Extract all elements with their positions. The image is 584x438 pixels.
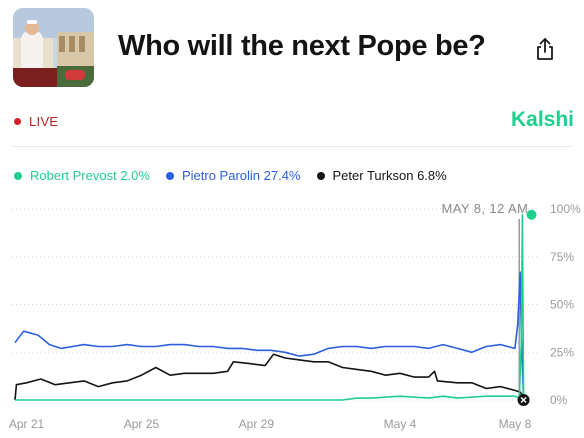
legend-value: 2.0% (120, 168, 150, 183)
hover-date-label: MAY 8, 12 AM (442, 201, 529, 216)
legend-item-turkson[interactable]: Peter Turkson 6.8% (316, 168, 447, 183)
kalshi-logo[interactable]: Kalshi (510, 108, 574, 131)
live-indicator: LIVE (14, 114, 58, 129)
price-chart[interactable]: 100% 75% 50% 25% 0% Apr 21 Apr 25 Apr 29 May 4 Ma… (0, 195, 584, 438)
y-tick-label: 75% (550, 250, 574, 264)
share-icon (537, 38, 553, 60)
live-dot (14, 118, 21, 125)
legend-item-prevost[interactable]: Robert Prevost 2.0% (14, 168, 150, 183)
legend-name: Peter Turkson (332, 168, 414, 183)
legend-item-parolin[interactable]: Pietro Parolin 27.4% (165, 168, 301, 183)
x-tick-label: Apr 29 (239, 417, 275, 431)
y-tick-label: 100% (550, 202, 581, 216)
series-line-pietro-parolin (14, 271, 525, 401)
y-tick-label: 0% (550, 393, 568, 407)
legend-value: 6.8% (417, 168, 447, 183)
x-tick-label: May 8 (499, 417, 532, 431)
section-divider (12, 146, 572, 147)
series-line-peter-turkson (14, 353, 525, 401)
market-title: Who will the next Pope be? (118, 30, 486, 62)
legend-dot (165, 171, 174, 180)
y-tick-label: 50% (550, 298, 574, 312)
pope-balcony-image (13, 8, 94, 87)
x-tick-label: Apr 21 (9, 417, 45, 431)
x-tick-label: Apr 25 (124, 417, 160, 431)
legend-name: Robert Prevost (30, 168, 117, 183)
legend-value: 27.4% (263, 168, 301, 183)
live-label: LIVE (29, 114, 59, 129)
latest-point-marker (526, 209, 537, 220)
event-thumbnail (13, 8, 94, 87)
y-tick-label: 25% (550, 345, 574, 359)
chart-legend: Robert Prevost 2.0% Pietro Parolin 27.4%… (14, 168, 447, 183)
legend-dot (316, 171, 325, 180)
close-icon (520, 397, 527, 403)
x-tick-label: May 4 (384, 417, 417, 431)
series-line-robert-prevost (15, 213, 525, 401)
share-button[interactable] (535, 37, 555, 61)
legend-name: Pietro Parolin (181, 168, 261, 183)
legend-dot (14, 171, 22, 180)
